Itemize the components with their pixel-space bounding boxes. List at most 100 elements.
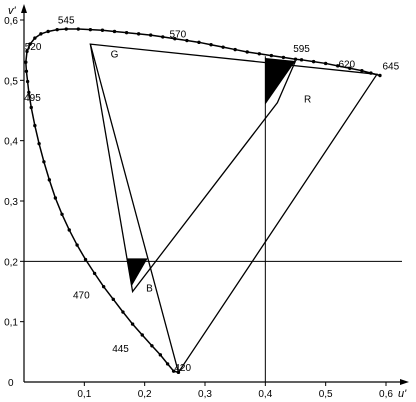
- wavelength-label: 570: [170, 29, 187, 40]
- locus-point: [149, 33, 153, 37]
- locus-point: [245, 50, 249, 54]
- filled-primary-marker: [265, 58, 296, 105]
- locus-point: [53, 196, 58, 200]
- locus-point: [197, 40, 201, 45]
- origin-label: 0: [8, 378, 14, 389]
- gamut-outline: [89, 43, 379, 374]
- x-tick-label: 0,6: [379, 389, 393, 400]
- locus-point: [161, 35, 165, 39]
- y-axis-arrow: [21, 4, 27, 13]
- locus-point: [24, 60, 28, 64]
- locus-point: [281, 55, 286, 60]
- locus-point: [378, 73, 382, 78]
- wavelength-label: B: [146, 284, 153, 295]
- locus-point: [39, 32, 43, 36]
- tick-marks: 0,1 0,2 0,3 0,4 0,5 0,6 0,1 0,2 0,3 0,4 0,5 0,6: [4, 16, 393, 400]
- x-tick-label: 0,5: [319, 389, 333, 400]
- reference-lines: [24, 56, 402, 382]
- wavelength-label: 470: [73, 291, 90, 302]
- locus-point: [75, 243, 79, 247]
- locus-point: [76, 27, 81, 31]
- x-tick-label: 0,4: [258, 389, 272, 400]
- locus-point: [323, 61, 328, 66]
- locus-point: [293, 57, 298, 61]
- wavelength-label: G: [111, 49, 119, 60]
- filled-primary-marker: [126, 258, 148, 287]
- wavelength-label: 595: [293, 44, 310, 55]
- locus-point: [209, 43, 213, 47]
- inner-gamut-outline: [89, 44, 297, 294]
- x-tick-label: 0,1: [77, 389, 91, 400]
- locus-point: [171, 369, 176, 373]
- wavelength-label: 495: [24, 93, 41, 104]
- x-axis-label: u': [398, 388, 407, 400]
- spectral-locus: [24, 27, 382, 375]
- locus-point: [269, 53, 274, 58]
- locus-point: [25, 49, 29, 54]
- locus-point: [100, 28, 105, 32]
- wavelength-label: 445: [112, 344, 129, 355]
- locus-point: [165, 362, 170, 366]
- locus-point: [158, 353, 163, 357]
- y-tick-label: 0,6: [4, 16, 18, 27]
- locus-point: [46, 29, 50, 34]
- locus-point: [24, 69, 29, 73]
- locus-point: [67, 228, 71, 232]
- locus-point: [130, 322, 135, 326]
- locus-point: [111, 297, 115, 302]
- locus-point: [136, 32, 141, 36]
- locus-point: [336, 64, 340, 68]
- y-tick-label: 0,3: [4, 197, 18, 208]
- locus-point: [47, 178, 52, 182]
- y-axis-label: v': [8, 5, 17, 17]
- locus-point: [233, 47, 237, 52]
- locus-point: [88, 27, 93, 32]
- locus-point: [33, 123, 37, 128]
- locus-point: [112, 29, 117, 34]
- locus-point: [42, 160, 46, 164]
- locus-point: [37, 141, 41, 146]
- wavelength-label: 620: [338, 60, 355, 71]
- locus-point: [150, 344, 154, 348]
- axes: v' u' 0: [8, 4, 409, 400]
- wavelength-label: R: [304, 95, 311, 106]
- x-axis-arrow: [400, 379, 409, 385]
- locus-point: [124, 30, 129, 35]
- locus-point: [348, 66, 352, 70]
- locus-point: [33, 36, 37, 40]
- x-tick-label: 0,3: [198, 389, 212, 400]
- locus-point: [28, 42, 32, 46]
- locus-point: [369, 71, 373, 75]
- locus-point: [25, 79, 30, 84]
- y-tick-label: 0,1: [4, 318, 18, 329]
- locus-point: [83, 257, 88, 262]
- locus-point: [221, 45, 225, 49]
- locus-point: [29, 105, 33, 110]
- locus-point: [360, 68, 364, 73]
- locus-point: [185, 38, 189, 43]
- wavelength-label: 520: [25, 42, 42, 53]
- wavelength-labels: 545 570 520 G 595 620 645 495 R B 470 445 420: [24, 16, 400, 375]
- wavelength-label: 420: [174, 363, 191, 374]
- wavelength-label: 545: [58, 16, 75, 27]
- locus-point: [140, 333, 144, 337]
- locus-point: [27, 90, 31, 95]
- locus-point: [92, 271, 97, 276]
- locus-point: [173, 37, 177, 41]
- wavelength-label: 645: [382, 61, 399, 72]
- y-tick-label: 0,2: [4, 257, 18, 268]
- locus-point: [121, 310, 125, 314]
- locus-point: [311, 59, 316, 64]
- locus-point: [101, 284, 106, 289]
- locus-point: [64, 27, 68, 31]
- y-tick-label: 0,5: [4, 76, 18, 87]
- locus-point: [55, 27, 59, 32]
- x-tick-label: 0,2: [138, 389, 152, 400]
- locus-point: [60, 212, 64, 216]
- locus-point: [299, 58, 304, 62]
- color-gamut-triangle: [89, 43, 379, 374]
- y-tick-label: 0,4: [4, 137, 18, 148]
- locus-point: [257, 52, 261, 56]
